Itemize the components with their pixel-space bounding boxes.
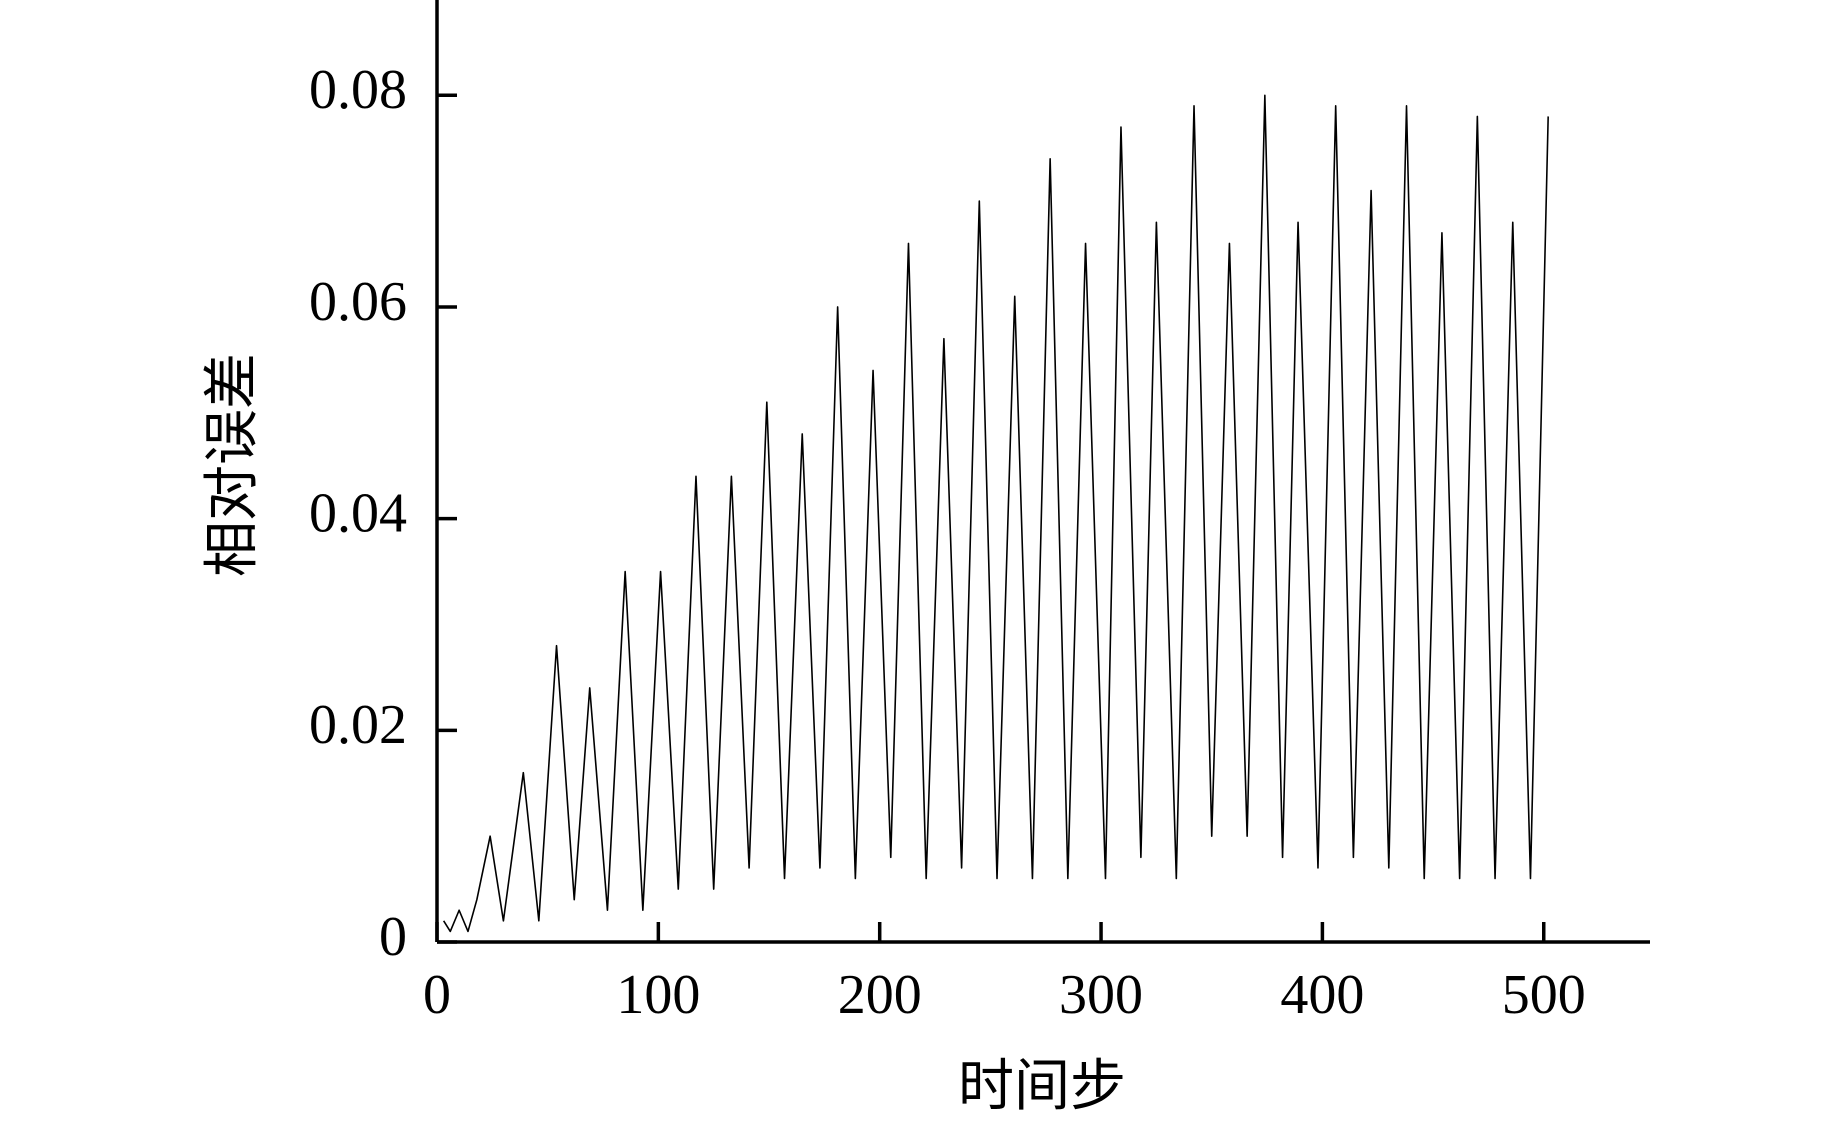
x-tick-label: 100 [616, 964, 700, 1026]
y-tick-label: 0.06 [309, 271, 407, 333]
y-tick-label: 0.08 [309, 59, 407, 121]
x-tick-label: 200 [838, 964, 922, 1026]
x-tick-label: 500 [1502, 964, 1586, 1026]
data-line [442, 94, 1549, 933]
x-tick-label: 0 [423, 964, 451, 1026]
x-tick-label: 300 [1059, 964, 1143, 1026]
y-tick-label: 0.04 [309, 482, 407, 544]
y-tick-label: 0.02 [309, 694, 407, 756]
y-tick-label: 0 [379, 906, 407, 968]
y-axis-label: 相对误差 [202, 353, 264, 577]
x-axis-label: 时间步 [958, 1056, 1126, 1118]
x-tick-label: 400 [1280, 964, 1364, 1026]
